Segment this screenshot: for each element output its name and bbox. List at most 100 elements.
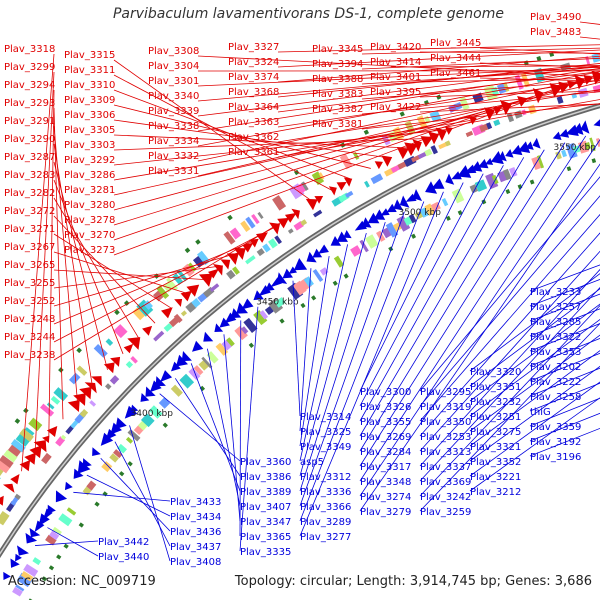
forward-gene-label: Plav_3309 [64, 95, 115, 106]
forward-gene-label: Plav_3461 [430, 68, 481, 79]
forward-gene-label: Plav_3368 [228, 87, 279, 98]
reverse-gene-arrow [431, 178, 444, 188]
cog-block-inner [220, 347, 225, 351]
forward-gene-label: Plav_3248 [4, 314, 55, 325]
reverse-gene-label: Plav_3325 [300, 427, 351, 438]
reverse-gene-arrow [593, 117, 600, 128]
cog-block-outer [0, 469, 1, 475]
cog-block-outer [5, 459, 9, 464]
forward-gene-label: Plav_3303 [64, 140, 115, 151]
cog-block-mid [494, 122, 499, 124]
reverse-gene-label: Plav_3253 [420, 432, 471, 443]
reverse-gene-label: Plav_3355 [360, 417, 411, 428]
rna-dash [16, 420, 18, 423]
reverse-gene-label: Plav_3386 [240, 472, 291, 483]
reverse-gene-label: Plav_3242 [420, 492, 471, 503]
cog-block-mid [558, 99, 563, 101]
forward-gene-label: Plav_3291 [4, 116, 55, 127]
reverse-gene-label: Plav_3258 [530, 392, 581, 403]
cog-block-outer [50, 405, 52, 407]
reverse-gene-label: Plav_3353 [530, 347, 581, 358]
forward-gene-label: Plav_3293 [4, 98, 55, 109]
cog-block-inner [206, 362, 208, 364]
cog-block-outer [243, 225, 247, 228]
forward-gene-label: Plav_3444 [430, 53, 481, 64]
cog-block-mid [92, 402, 94, 404]
cog-block-inner [35, 559, 38, 563]
rna-dash-inner [447, 218, 450, 220]
cog-block-inner [368, 239, 375, 243]
cog-block-inner [316, 274, 319, 276]
rna-dash-inner [459, 212, 462, 214]
forward-gene-arrow [199, 274, 213, 287]
forward-gene-label: Plav_3271 [4, 224, 55, 235]
cog-block-inner [352, 249, 359, 253]
cog-block-mid [177, 317, 180, 320]
cog-block-mid [12, 498, 16, 504]
forward-gene-label: Plav_3338 [148, 121, 199, 132]
summary-text: Topology: circular; Length: 3,914,745 bp… [235, 574, 592, 589]
reverse-gene-arrow [65, 482, 73, 490]
cog-block-mid [182, 312, 186, 315]
cog-block-inner [505, 174, 510, 176]
reverse-gene-arrow [203, 332, 213, 342]
reverse-gene-label: Plav_3277 [300, 532, 351, 543]
forward-gene-arrow [104, 362, 115, 373]
forward-gene-label: Plav_3286 [64, 170, 115, 181]
cog-block-outer [80, 369, 83, 372]
cog-block-outer [320, 175, 322, 176]
reverse-gene-label: Plav_3326 [360, 402, 411, 413]
forward-leader-line [54, 266, 223, 288]
cog-block-mid [289, 230, 293, 232]
forward-gene-label: Plav_3282 [4, 188, 55, 199]
cog-block-outer [45, 408, 48, 412]
reverse-gene-label: Plav_3251 [470, 412, 521, 423]
rna-dash [400, 113, 404, 115]
cog-block-mid [432, 149, 436, 151]
reverse-gene-label: Plav_3314 [300, 412, 351, 423]
forward-gene-label: Plav_3270 [64, 230, 115, 241]
cog-block-outer [54, 399, 57, 402]
cog-block-mid [188, 305, 194, 310]
cog-block-outer [259, 215, 261, 217]
reverse-gene-arrow [294, 258, 307, 270]
reverse-gene-arrow [343, 230, 351, 238]
rna-dash-inner [51, 566, 53, 569]
forward-gene-label: Plav_3304 [148, 61, 199, 72]
cog-block-inner [389, 228, 395, 231]
rna-dash-inner [121, 472, 123, 475]
cog-block-outer [71, 375, 78, 382]
forward-gene-label: Plav_3315 [64, 50, 115, 61]
cog-block-inner [53, 533, 56, 538]
rna-dash [550, 54, 554, 55]
cog-block-inner [116, 452, 119, 456]
reverse-gene-label: Plav_3369 [420, 477, 471, 488]
forward-gene-label: Plav_3382 [312, 104, 363, 115]
reverse-gene-label: Plav_3366 [300, 502, 351, 513]
cog-block-inner [128, 439, 130, 442]
reverse-gene-label: Plav_3359 [530, 422, 581, 433]
reverse-gene-label: Plav_3352 [470, 457, 521, 468]
reverse-gene-label: Plav_3347 [240, 517, 291, 528]
forward-gene-label: Plav_3401 [370, 72, 421, 83]
forward-gene-label: Plav_3332 [148, 151, 199, 162]
reverse-gene-arrow [160, 370, 172, 382]
reverse-gene-label: Plav_3274 [360, 492, 411, 503]
reverse-gene-label: Plav_3202 [530, 362, 581, 373]
cog-block-inner [210, 355, 214, 359]
cog-block-inner [175, 389, 179, 393]
cog-block-inner [183, 378, 190, 384]
cog-block-outer [33, 421, 38, 427]
reverse-gene-label: Plav_3433 [170, 497, 221, 508]
reverse-gene-label: Plav_3313 [420, 447, 471, 458]
cog-block-outer [249, 221, 253, 224]
cog-block-inner [162, 400, 167, 406]
kbp-tick-label: 3450 kbp [256, 297, 299, 307]
cog-block-inner [337, 260, 341, 263]
reverse-gene-label: Plav_3321 [470, 442, 521, 453]
rna-dash-inner [302, 304, 305, 306]
forward-gene-label: Plav_3394 [312, 59, 363, 70]
map-title: Parvibaculum lavamentivorans DS-1, compl… [0, 6, 600, 22]
cog-block-mid [228, 273, 233, 277]
